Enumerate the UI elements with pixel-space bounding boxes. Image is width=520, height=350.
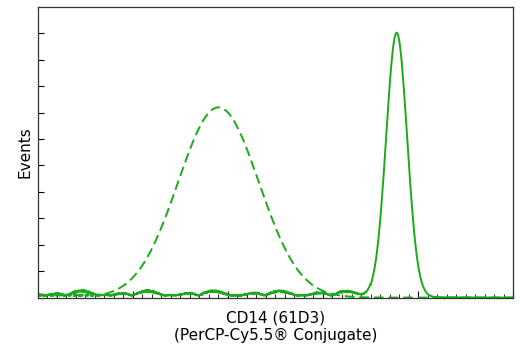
X-axis label: CD14 (61D3)
(PerCP-Cy5.5® Conjugate): CD14 (61D3) (PerCP-Cy5.5® Conjugate) — [174, 311, 377, 343]
Y-axis label: Events: Events — [17, 126, 32, 178]
